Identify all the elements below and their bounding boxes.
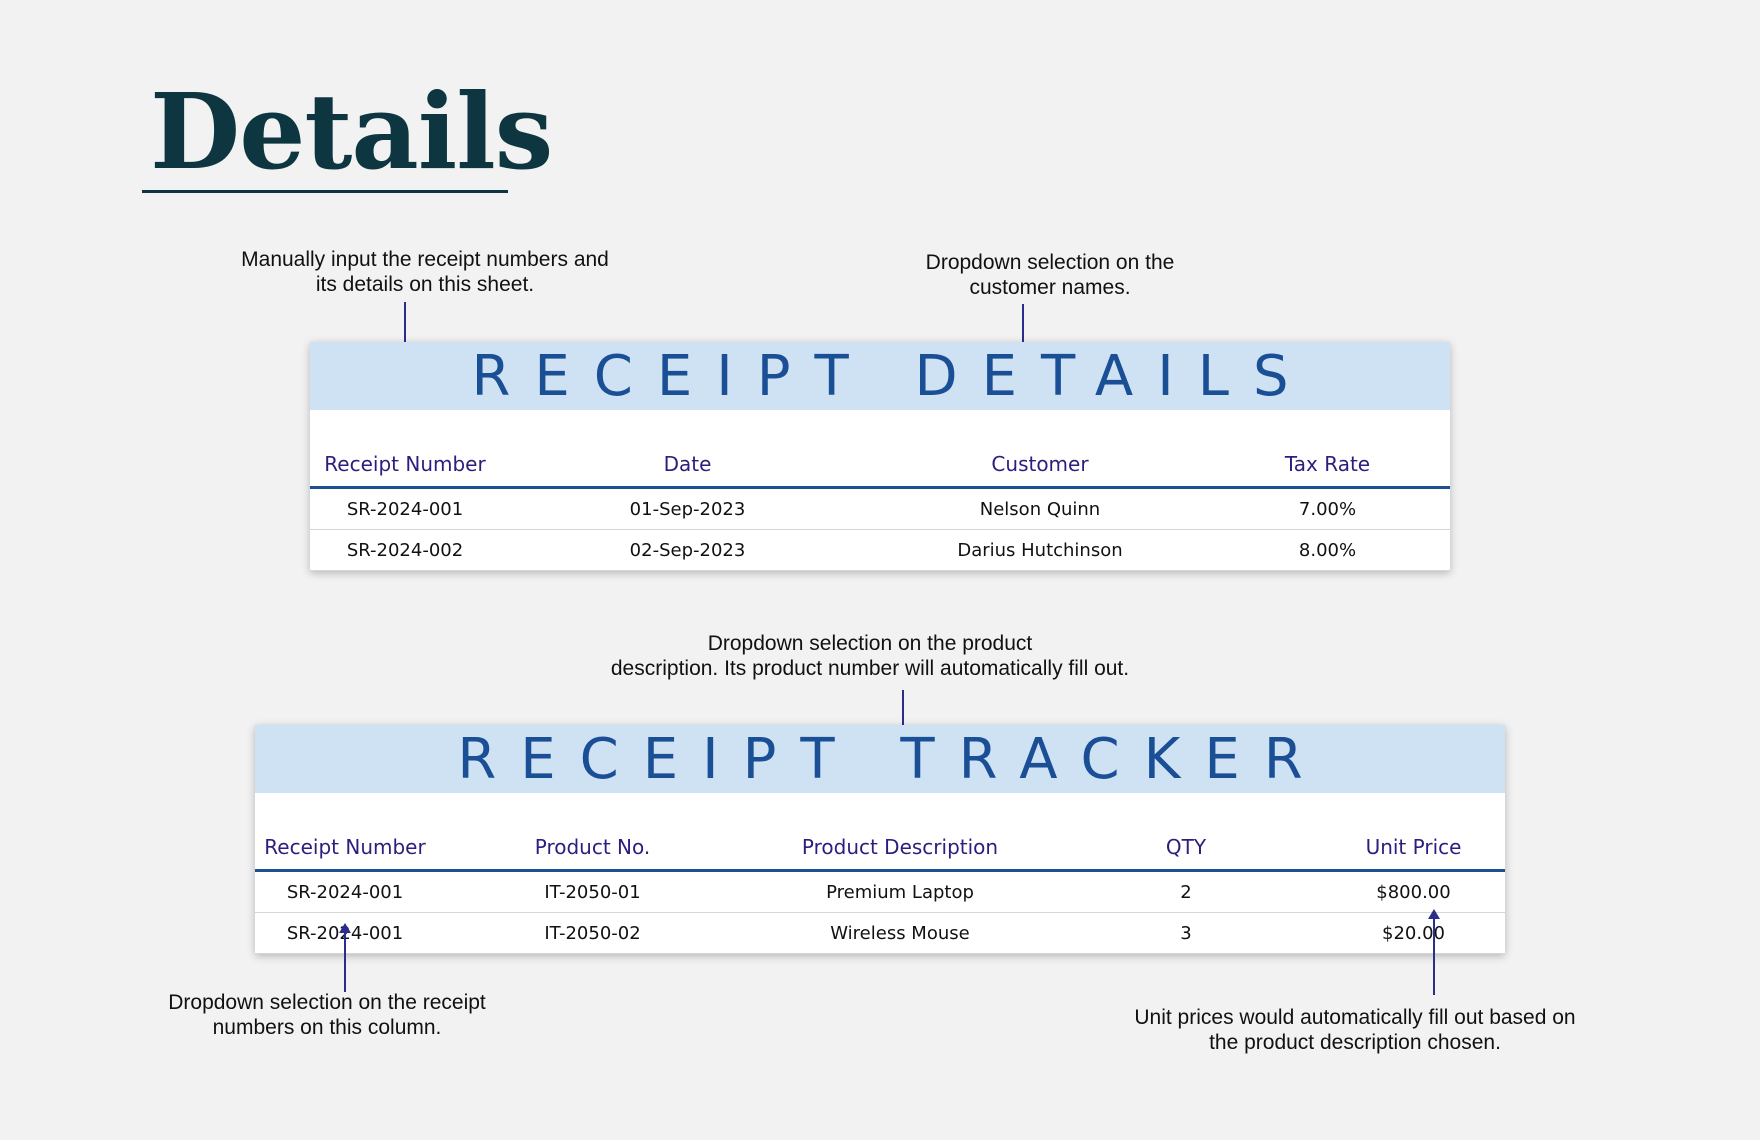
cell-unit-price[interactable]: $20.00 [1322, 912, 1505, 954]
col-unit-price: Unit Price [1322, 793, 1505, 872]
col-qty: QTY [1050, 793, 1322, 872]
table-row: SR-2024-002 02-Sep-2023 Darius Hutchinso… [310, 529, 1450, 571]
note-customer-dropdown: Dropdown selection on the customer names… [880, 250, 1220, 300]
receipt-tracker-title: RECEIPT TRACKER [255, 725, 1505, 793]
note-line: Dropdown selection on the [925, 251, 1175, 274]
note-line: Dropdown selection on the product [707, 632, 1033, 655]
col-receipt-number: Receipt Number [255, 793, 435, 872]
cell-customer[interactable]: Darius Hutchinson [875, 529, 1205, 571]
note-receipt-dropdown: Dropdown selection on the receipt number… [152, 990, 502, 1040]
cell-customer[interactable]: Nelson Quinn [875, 487, 1205, 530]
cell-receipt-number[interactable]: SR-2024-001 [310, 487, 500, 530]
header-row: Receipt Number Date Customer Tax Rate [310, 410, 1450, 489]
cell-product-description[interactable]: Premium Laptop [750, 870, 1050, 913]
header-row: Receipt Number Product No. Product Descr… [255, 793, 1505, 872]
note-line: Dropdown selection on the receipt [168, 991, 486, 1014]
receipt-tracker-grid: Receipt Number Product No. Product Descr… [255, 793, 1505, 954]
cell-product-no[interactable]: IT-2050-01 [435, 870, 750, 913]
col-customer: Customer [875, 410, 1205, 489]
note-line: the product description chosen. [1209, 1031, 1501, 1054]
col-receipt-number: Receipt Number [310, 410, 500, 489]
col-tax-rate: Tax Rate [1205, 410, 1450, 489]
table-row: SR-2024-001 IT-2050-01 Premium Laptop 2 … [255, 870, 1505, 913]
arrow-receipt-dropdown [339, 923, 351, 992]
cell-unit-price[interactable]: $800.00 [1322, 870, 1505, 913]
note-line: its details on this sheet. [315, 273, 535, 296]
arrow-unit-price [1428, 909, 1440, 995]
receipt-details-title: RECEIPT DETAILS [310, 342, 1450, 410]
cell-tax-rate[interactable]: 8.00% [1205, 529, 1450, 571]
receipt-tracker-table: RECEIPT TRACKER Receipt Number Product N… [255, 725, 1505, 954]
col-date: Date [500, 410, 875, 489]
col-product-description: Product Description [750, 793, 1050, 872]
receipt-details-table: RECEIPT DETAILS Receipt Number Date Cust… [310, 342, 1450, 571]
cell-qty[interactable]: 2 [1050, 870, 1322, 913]
cell-product-description[interactable]: Wireless Mouse [750, 912, 1050, 954]
note-line: Unit prices would automatically fill out… [1134, 1006, 1576, 1029]
note-product-dropdown: Dropdown selection on the product descri… [580, 631, 1160, 681]
note-line: description. Its product number will aut… [610, 657, 1130, 680]
receipt-details-grid: Receipt Number Date Customer Tax Rate SR… [310, 410, 1450, 571]
col-product-no: Product No. [435, 793, 750, 872]
cell-product-no[interactable]: IT-2050-02 [435, 912, 750, 954]
note-line: customer names. [969, 276, 1131, 299]
title-underline [142, 190, 508, 193]
cell-date[interactable]: 01-Sep-2023 [500, 487, 875, 530]
table-row: SR-2024-001 IT-2050-02 Wireless Mouse 3 … [255, 912, 1505, 954]
note-receipt-input: Manually input the receipt numbers and i… [225, 247, 625, 297]
table-row: SR-2024-001 01-Sep-2023 Nelson Quinn 7.0… [310, 487, 1450, 530]
page-title: Details [150, 70, 553, 193]
cell-date[interactable]: 02-Sep-2023 [500, 529, 875, 571]
cell-qty[interactable]: 3 [1050, 912, 1322, 954]
cell-tax-rate[interactable]: 7.00% [1205, 487, 1450, 530]
note-line: numbers on this column. [212, 1016, 442, 1039]
cell-receipt-number[interactable]: SR-2024-001 [255, 870, 435, 913]
cell-receipt-number[interactable]: SR-2024-002 [310, 529, 500, 571]
note-unit-price: Unit prices would automatically fill out… [1115, 1005, 1595, 1055]
note-line: Manually input the receipt numbers and [241, 248, 609, 271]
